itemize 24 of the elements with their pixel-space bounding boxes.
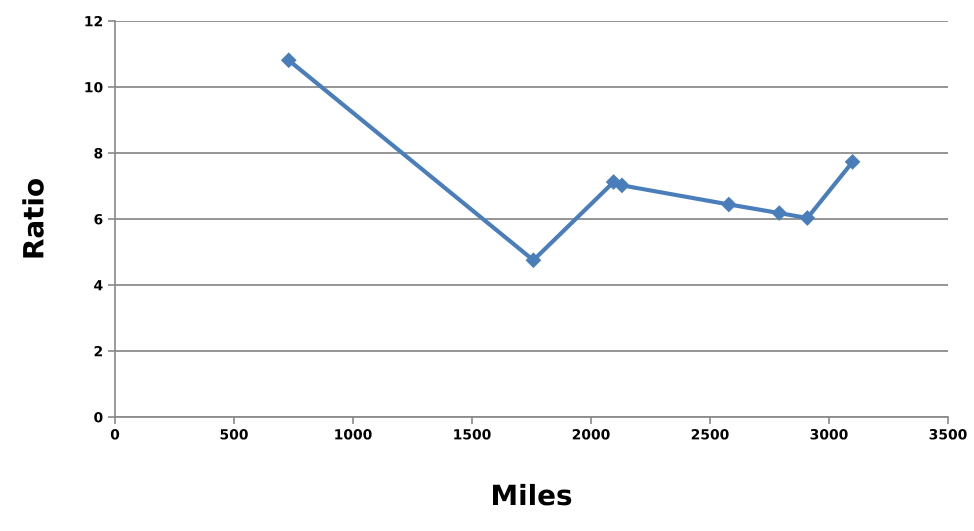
x-tick-label: 3500 xyxy=(930,429,967,440)
x-tick-label: 2000 xyxy=(572,429,610,440)
point xyxy=(614,178,630,193)
x-tick-label: 0 xyxy=(110,429,120,440)
x-tick-label: 500 xyxy=(220,429,248,440)
point xyxy=(721,196,736,212)
x-tick-label: 3000 xyxy=(810,429,848,440)
y-axis-title: Ratio xyxy=(22,179,44,258)
point xyxy=(281,52,296,68)
y-tick-label: 12 xyxy=(85,16,102,26)
y-tick-label: 2 xyxy=(94,346,102,356)
point xyxy=(800,210,815,226)
y-tick-label: 10 xyxy=(85,82,103,92)
y-tick-label: 0 xyxy=(94,412,103,422)
y-tick-label: 6 xyxy=(94,214,102,224)
x-tick-label: 1500 xyxy=(454,429,491,440)
y-tick-label: 4 xyxy=(94,280,103,290)
x-axis-title: Miles xyxy=(493,484,572,506)
y-tick-label: 8 xyxy=(94,148,102,158)
x-tick-label: 2500 xyxy=(692,429,729,440)
point xyxy=(844,154,860,170)
x-tick-label: 1000 xyxy=(335,429,372,440)
point xyxy=(772,205,787,221)
point xyxy=(526,252,541,268)
